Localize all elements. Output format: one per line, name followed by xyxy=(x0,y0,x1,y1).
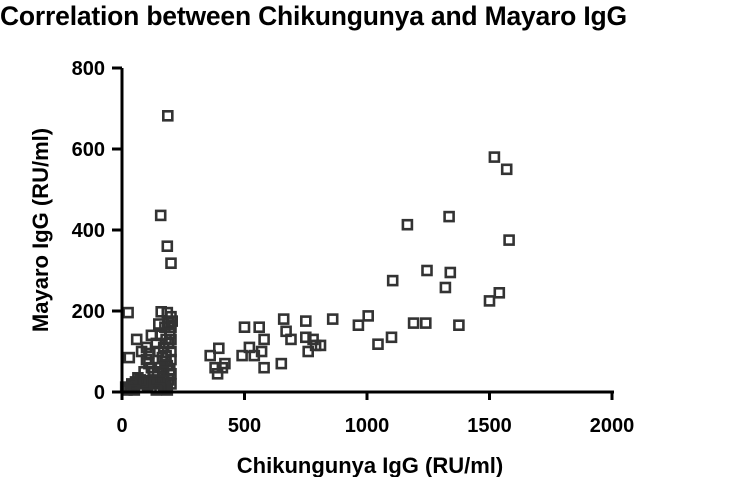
data-point xyxy=(166,315,178,327)
data-point xyxy=(162,110,174,122)
x-tick-label: 1500 xyxy=(467,415,512,437)
data-point xyxy=(285,333,297,346)
y-tick-label: 200 xyxy=(72,301,105,323)
data-point xyxy=(421,264,433,277)
data-point xyxy=(236,349,248,362)
data-point xyxy=(314,339,327,352)
y-tick-label: 600 xyxy=(72,139,105,161)
data-point xyxy=(164,327,176,340)
y-axis-title: Mayaro IgG (RU/ml) xyxy=(28,128,53,332)
data-point xyxy=(385,331,398,344)
data-point xyxy=(401,218,414,231)
data-point xyxy=(154,209,167,222)
data-point xyxy=(275,357,288,370)
x-tick-label: 0 xyxy=(116,415,127,437)
data-point xyxy=(204,349,216,362)
data-point xyxy=(277,313,290,325)
data-point xyxy=(165,321,177,334)
data-point xyxy=(165,257,177,270)
data-point xyxy=(444,266,457,279)
data-point xyxy=(161,240,174,252)
data-point xyxy=(157,365,170,378)
data-point xyxy=(213,342,225,355)
data-point xyxy=(138,365,150,378)
data-point xyxy=(216,361,229,374)
data-point xyxy=(258,361,270,374)
y-tick-label: 400 xyxy=(72,220,105,242)
data-point xyxy=(253,321,265,334)
data-point xyxy=(160,349,172,362)
data-point xyxy=(299,331,312,344)
data-point xyxy=(443,210,455,223)
data-point xyxy=(123,351,136,364)
y-tick-label: 800 xyxy=(72,58,105,80)
data-point xyxy=(126,378,138,390)
data-point xyxy=(258,333,270,346)
data-point xyxy=(307,333,319,346)
data-point xyxy=(483,295,496,307)
data-point xyxy=(386,274,399,287)
data-point xyxy=(165,333,177,346)
data-point xyxy=(150,384,163,396)
data-point xyxy=(255,345,268,358)
data-point xyxy=(500,163,513,176)
chart-title: Correlation between Chikungunya and Maya… xyxy=(0,1,627,31)
ticks-layer: 0 500 1000 1500 2000 0 200 400 600 800 xyxy=(72,58,635,437)
data-point xyxy=(238,321,251,334)
data-point xyxy=(493,286,506,299)
data-point xyxy=(122,306,134,319)
data-point xyxy=(419,317,432,329)
data-point xyxy=(453,319,465,332)
points-layer xyxy=(119,110,515,396)
data-point xyxy=(439,281,452,294)
x-tick-label: 2000 xyxy=(590,415,635,437)
data-point xyxy=(352,319,365,332)
data-point xyxy=(140,353,153,366)
data-point xyxy=(372,338,384,351)
data-point xyxy=(488,151,501,163)
x-axis-title: Chikungunya IgG (RU/ml) xyxy=(237,453,503,477)
data-point xyxy=(326,313,339,325)
data-point xyxy=(128,384,141,396)
data-point xyxy=(299,315,312,327)
data-point xyxy=(302,345,315,358)
data-point xyxy=(362,310,375,322)
x-tick-label: 1000 xyxy=(345,415,390,437)
y-tick-label: 0 xyxy=(94,382,105,404)
data-point xyxy=(407,317,420,329)
data-point xyxy=(503,234,515,246)
x-tick-label: 500 xyxy=(228,415,261,437)
data-point xyxy=(130,333,143,346)
